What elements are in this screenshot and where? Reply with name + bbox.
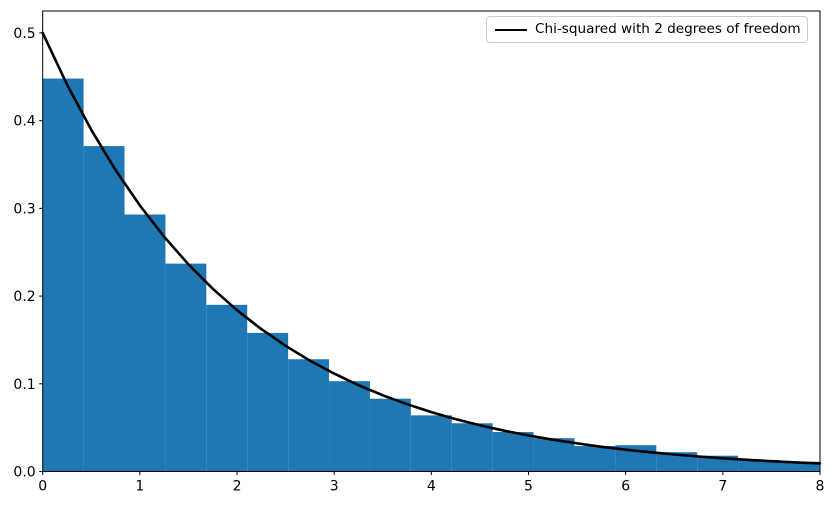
histogram-bar: [533, 438, 575, 472]
legend-line-sample: [495, 28, 527, 31]
y-tick-label: 0.1: [13, 377, 35, 393]
y-tick-label: 0.2: [13, 289, 35, 305]
x-tick-label: 2: [233, 479, 242, 495]
histogram-bar: [738, 460, 779, 472]
histogram-bar: [779, 461, 820, 472]
histogram-bar: [329, 381, 370, 472]
legend: Chi-squared with 2 degrees of freedom: [486, 16, 808, 43]
x-tick-label: 7: [718, 479, 727, 495]
histogram-bar: [369, 398, 411, 472]
x-tick-label: 4: [427, 479, 436, 495]
y-tick-label: 0.3: [13, 201, 35, 217]
x-tick-label: 6: [621, 479, 630, 495]
histogram-bar: [451, 423, 493, 472]
y-tick-label: 0.5: [13, 26, 35, 42]
legend-label: Chi-squared with 2 degrees of freedom: [535, 20, 801, 37]
histogram-bar: [574, 446, 616, 472]
histogram-bar: [42, 78, 84, 472]
histogram-bar: [247, 332, 289, 472]
histogram-bar: [492, 432, 534, 472]
x-tick-label: 8: [816, 479, 825, 495]
chi-squared-pdf-curve: [41, 31, 822, 465]
histogram-bar: [656, 452, 698, 472]
x-tick-label: 1: [135, 479, 144, 495]
y-tick-label: 0.4: [13, 114, 35, 130]
histogram-bar: [288, 359, 330, 472]
histogram-bar: [83, 146, 125, 472]
histogram-bar: [410, 415, 452, 472]
histogram-bar: [165, 263, 207, 472]
histogram-bar: [124, 214, 166, 472]
x-tick-label: 0: [38, 479, 47, 495]
x-tick-label: 3: [330, 479, 339, 495]
x-tick-label: 5: [524, 479, 533, 495]
histogram-bar: [206, 304, 248, 472]
y-tick-label: 0.0: [13, 465, 35, 481]
